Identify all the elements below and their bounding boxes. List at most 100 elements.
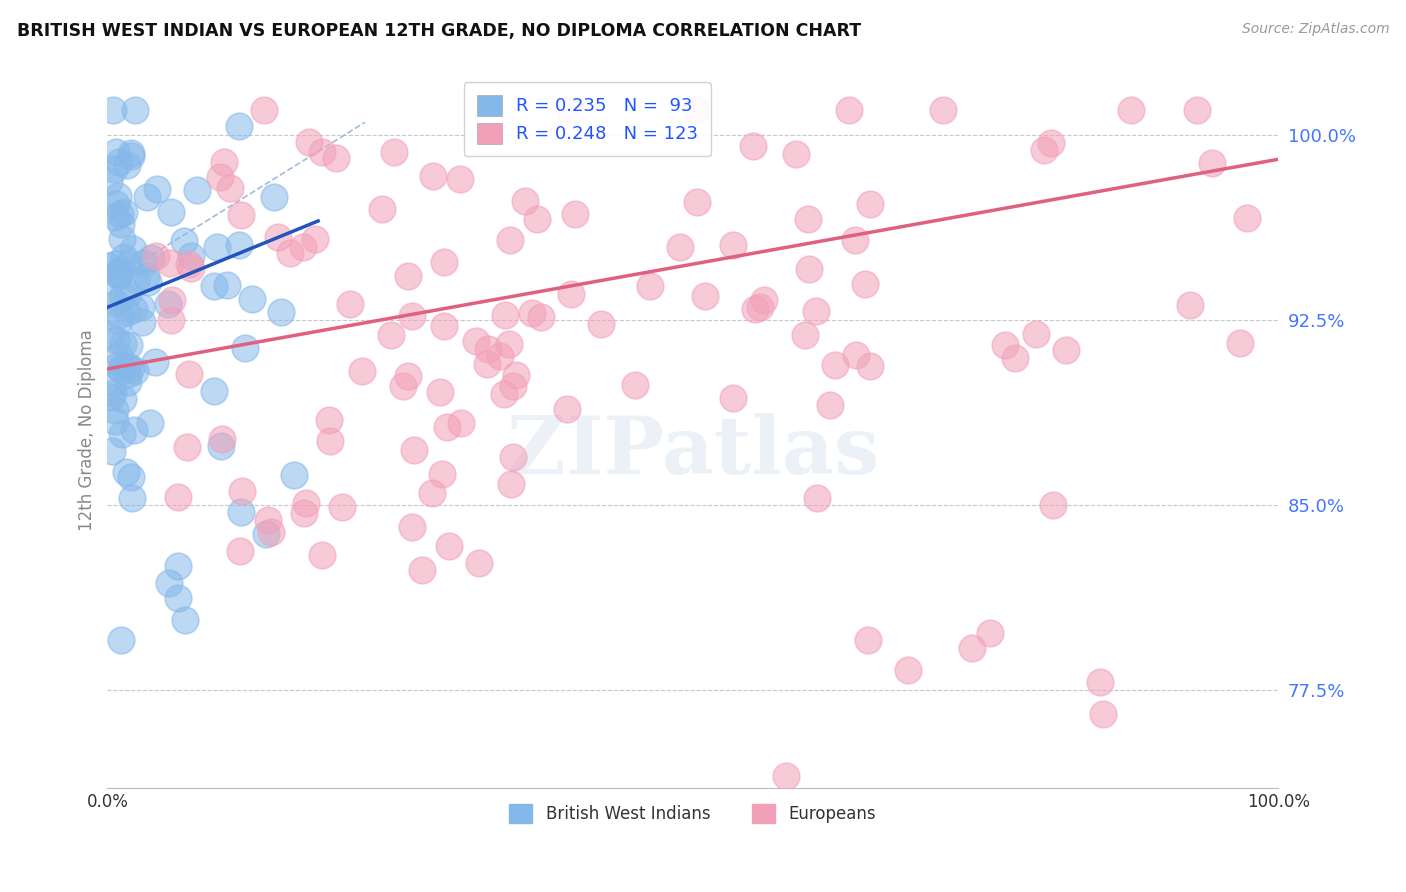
Point xyxy=(115,359,138,374)
Point xyxy=(785,147,807,161)
Y-axis label: 12th Grade, No Diploma: 12th Grade, No Diploma xyxy=(79,330,96,532)
Point xyxy=(382,145,405,160)
Point xyxy=(1004,351,1026,366)
Point xyxy=(465,334,488,349)
Text: BRITISH WEST INDIAN VS EUROPEAN 12TH GRADE, NO DIPLOMA CORRELATION CHART: BRITISH WEST INDIAN VS EUROPEAN 12TH GRA… xyxy=(17,22,860,40)
Point xyxy=(233,341,256,355)
Point xyxy=(105,359,128,373)
Point xyxy=(1042,498,1064,512)
Point xyxy=(107,314,129,328)
Legend: British West Indians, Europeans: British West Indians, Europeans xyxy=(502,797,883,830)
Point xyxy=(436,420,458,434)
Point xyxy=(319,434,342,449)
Point xyxy=(932,103,955,117)
Point xyxy=(97,259,120,273)
Point xyxy=(748,300,770,314)
Point xyxy=(177,257,200,271)
Point xyxy=(157,297,180,311)
Point xyxy=(146,182,169,196)
Point xyxy=(174,614,197,628)
Point xyxy=(1236,211,1258,226)
Point xyxy=(283,467,305,482)
Point xyxy=(104,414,127,428)
Point xyxy=(502,378,524,392)
Point xyxy=(209,170,232,185)
Point xyxy=(797,212,820,227)
Point xyxy=(138,275,160,289)
Point xyxy=(240,292,263,306)
Point xyxy=(212,154,235,169)
Point xyxy=(157,576,180,591)
Point xyxy=(370,202,392,216)
Point xyxy=(173,234,195,248)
Point xyxy=(721,238,744,252)
Point xyxy=(430,467,453,481)
Point xyxy=(124,364,146,378)
Point xyxy=(160,312,183,326)
Point xyxy=(104,402,127,417)
Point xyxy=(560,287,582,301)
Point xyxy=(292,240,315,254)
Point xyxy=(101,386,124,401)
Point xyxy=(105,145,128,159)
Point xyxy=(104,296,127,310)
Point xyxy=(489,350,512,364)
Point xyxy=(1039,136,1062,150)
Point xyxy=(685,103,707,117)
Point xyxy=(530,310,553,325)
Point xyxy=(229,208,252,222)
Point xyxy=(202,279,225,293)
Point xyxy=(129,300,152,314)
Point xyxy=(853,277,876,292)
Point xyxy=(502,450,524,464)
Point xyxy=(818,399,841,413)
Point xyxy=(380,327,402,342)
Point xyxy=(117,304,139,318)
Point xyxy=(311,548,333,562)
Point xyxy=(218,180,240,194)
Point xyxy=(112,250,135,264)
Point xyxy=(229,544,252,558)
Point xyxy=(897,663,920,677)
Point xyxy=(105,196,128,211)
Point xyxy=(806,491,828,505)
Point xyxy=(120,469,142,483)
Point xyxy=(98,328,121,343)
Point xyxy=(141,251,163,265)
Point xyxy=(499,476,522,491)
Point xyxy=(693,288,716,302)
Point xyxy=(176,440,198,454)
Point xyxy=(215,278,238,293)
Point xyxy=(304,232,326,246)
Point xyxy=(1091,707,1114,722)
Point xyxy=(117,287,139,301)
Point xyxy=(112,205,135,219)
Point xyxy=(396,368,419,383)
Text: ZIPatlas: ZIPatlas xyxy=(506,413,879,491)
Point xyxy=(292,506,315,520)
Point xyxy=(420,486,443,500)
Point xyxy=(110,218,132,232)
Point xyxy=(1025,326,1047,341)
Point xyxy=(110,633,132,648)
Point xyxy=(845,348,868,362)
Point xyxy=(211,432,233,446)
Point xyxy=(180,249,202,263)
Point xyxy=(721,391,744,405)
Point xyxy=(477,342,499,356)
Point xyxy=(160,293,183,308)
Point xyxy=(117,337,139,351)
Point xyxy=(121,361,143,376)
Point xyxy=(1229,336,1251,351)
Point xyxy=(112,392,135,406)
Point xyxy=(111,288,134,302)
Point xyxy=(98,289,121,303)
Point xyxy=(166,559,188,574)
Point xyxy=(135,269,157,284)
Point xyxy=(638,278,661,293)
Point xyxy=(101,376,124,391)
Point xyxy=(1054,343,1077,358)
Text: Source: ZipAtlas.com: Source: ZipAtlas.com xyxy=(1241,22,1389,37)
Point xyxy=(775,769,797,783)
Point xyxy=(108,207,131,221)
